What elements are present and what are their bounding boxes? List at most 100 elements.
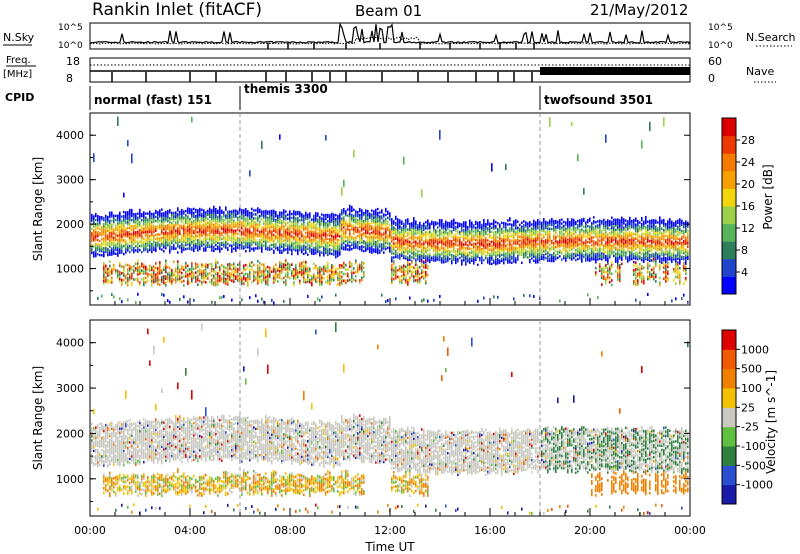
heatmap-cell [93, 215, 95, 218]
heatmap-cell [181, 220, 183, 224]
heatmap-cell [477, 227, 479, 231]
heatmap-cell [135, 262, 137, 266]
heatmap-cell [325, 267, 327, 270]
heatmap-cell [177, 278, 179, 281]
heatmap-cell [391, 226, 393, 229]
heatmap-cell [327, 233, 329, 237]
heatmap-cell [211, 235, 213, 238]
heatmap-cell [147, 250, 149, 253]
heatmap-cell [425, 241, 427, 244]
heatmap-cell [171, 229, 173, 233]
heatmap-cell [279, 229, 281, 232]
heatmap-cell [403, 250, 405, 254]
heatmap-cell [205, 241, 207, 244]
heatmap-cell [421, 228, 423, 231]
heatmap-cell [187, 229, 189, 232]
heatmap-cell [413, 270, 415, 274]
heatmap-cell [279, 211, 281, 214]
heatmap-cell [257, 219, 259, 222]
heatmap-cell [157, 216, 159, 220]
heatmap-cell [493, 261, 495, 264]
heatmap-cell [253, 274, 255, 278]
heatmap-cell [103, 229, 105, 232]
heatmap-cell [433, 243, 435, 246]
heatmap-cell [289, 238, 291, 241]
heatmap-cell [491, 240, 493, 244]
heatmap-cell [129, 278, 131, 281]
heatmap-cell [131, 272, 133, 276]
heatmap-cell [91, 215, 93, 219]
heatmap-cell [351, 247, 353, 251]
heatmap-cell [251, 207, 253, 211]
heatmap-cell [303, 269, 305, 273]
heatmap-cell [383, 243, 385, 246]
heatmap-cell [237, 220, 239, 223]
heatmap-cell [363, 225, 365, 229]
heatmap-cell [247, 222, 249, 225]
heatmap-cell [135, 239, 137, 242]
heatmap-cell [417, 242, 419, 245]
heatmap-cell [515, 223, 517, 226]
heatmap-cell [279, 265, 281, 268]
heatmap-cell [345, 232, 347, 235]
heatmap-cell [337, 234, 339, 238]
heatmap-cell [315, 214, 317, 217]
heatmap-cell [161, 292, 163, 296]
heatmap-cell [375, 220, 377, 224]
heatmap-cell [197, 278, 199, 282]
heatmap-cell [261, 218, 263, 221]
heatmap-cell [479, 241, 481, 244]
heatmap-cell [425, 279, 427, 283]
heatmap-cell [419, 253, 421, 257]
heatmap-cell [415, 272, 417, 276]
heatmap-cell [371, 241, 373, 244]
heatmap-cell [425, 225, 427, 228]
heatmap-cell [483, 240, 485, 244]
heatmap-cell [263, 240, 265, 243]
heatmap-cell [429, 244, 431, 248]
heatmap-cell [541, 239, 543, 243]
heatmap-cell [209, 271, 211, 275]
heatmap-cell [389, 234, 391, 237]
heatmap-cell [299, 272, 301, 276]
heatmap-cell [497, 246, 499, 249]
heatmap-cell [279, 215, 281, 218]
heatmap-cell [421, 230, 423, 233]
heatmap-cell [207, 225, 209, 228]
heatmap-cell [395, 255, 397, 259]
heatmap-cell [497, 295, 499, 299]
heatmap-cell [157, 226, 159, 230]
heatmap-cell [127, 211, 129, 214]
heatmap-cell [217, 209, 219, 213]
heatmap-cell [285, 244, 287, 247]
heatmap-cell [385, 229, 387, 233]
heatmap-cell [129, 275, 131, 279]
heatmap-cell [331, 212, 333, 216]
heatmap-cell [361, 217, 363, 220]
heatmap-cell [425, 272, 427, 276]
heatmap-cell [413, 225, 415, 228]
heatmap-cell [463, 239, 465, 242]
heatmap-cell [291, 224, 293, 228]
heatmap-cell [367, 243, 369, 247]
heatmap-cell [523, 228, 525, 231]
heatmap-cell [125, 229, 127, 232]
heatmap-cell [455, 225, 457, 229]
heatmap-cell [189, 225, 191, 229]
heatmap-cell [299, 279, 301, 283]
heatmap-cell [281, 233, 283, 237]
heatmap-cell [391, 236, 393, 239]
heatmap-cell [93, 229, 95, 232]
heatmap-cell [401, 250, 403, 253]
heatmap-cell [405, 227, 407, 230]
heatmap-cell [247, 224, 249, 227]
heatmap-cell [213, 219, 215, 223]
heatmap-cell [331, 234, 333, 238]
heatmap-cell [219, 206, 221, 209]
heatmap-cell [309, 244, 311, 247]
heatmap-cell [403, 254, 405, 258]
heatmap-cell [523, 224, 525, 227]
heatmap-cell [215, 263, 217, 267]
heatmap-cell [167, 242, 169, 245]
heatmap-cell [257, 227, 259, 230]
